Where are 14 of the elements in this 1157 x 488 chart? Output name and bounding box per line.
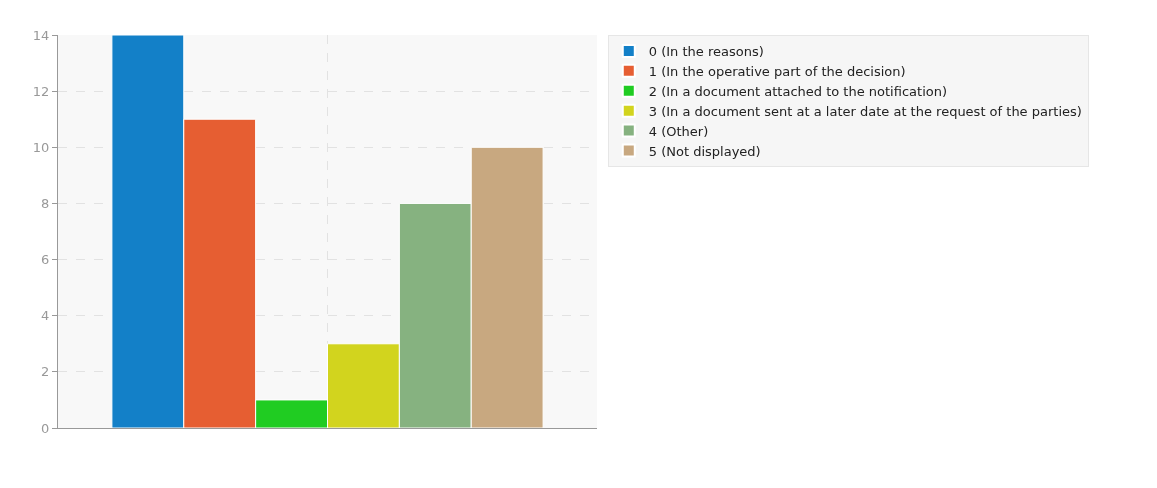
y-tick-label: 14 xyxy=(32,27,50,43)
y-tick-label: 12 xyxy=(32,83,50,99)
legend-label: 3 (In a document sent at a later date at the request of the parties) xyxy=(648,103,1082,119)
y-tick-label: 6 xyxy=(41,252,50,268)
y-tick-label: 0 xyxy=(41,420,50,436)
legend-label: 4 (Other) xyxy=(648,123,709,139)
legend-label: 2 (In a document attached to the notification) xyxy=(648,83,948,99)
y-tick-label: 8 xyxy=(41,195,50,211)
legend-label: 1 (In the operative part of the decision) xyxy=(648,63,906,79)
y-tick-label: 10 xyxy=(32,139,50,155)
legend-label: 5 (Not displayed) xyxy=(648,143,761,159)
y-tick-label: 4 xyxy=(41,308,50,324)
legend-label: 0 (In the reasons) xyxy=(648,44,764,60)
y-tick-label: 2 xyxy=(41,364,50,380)
